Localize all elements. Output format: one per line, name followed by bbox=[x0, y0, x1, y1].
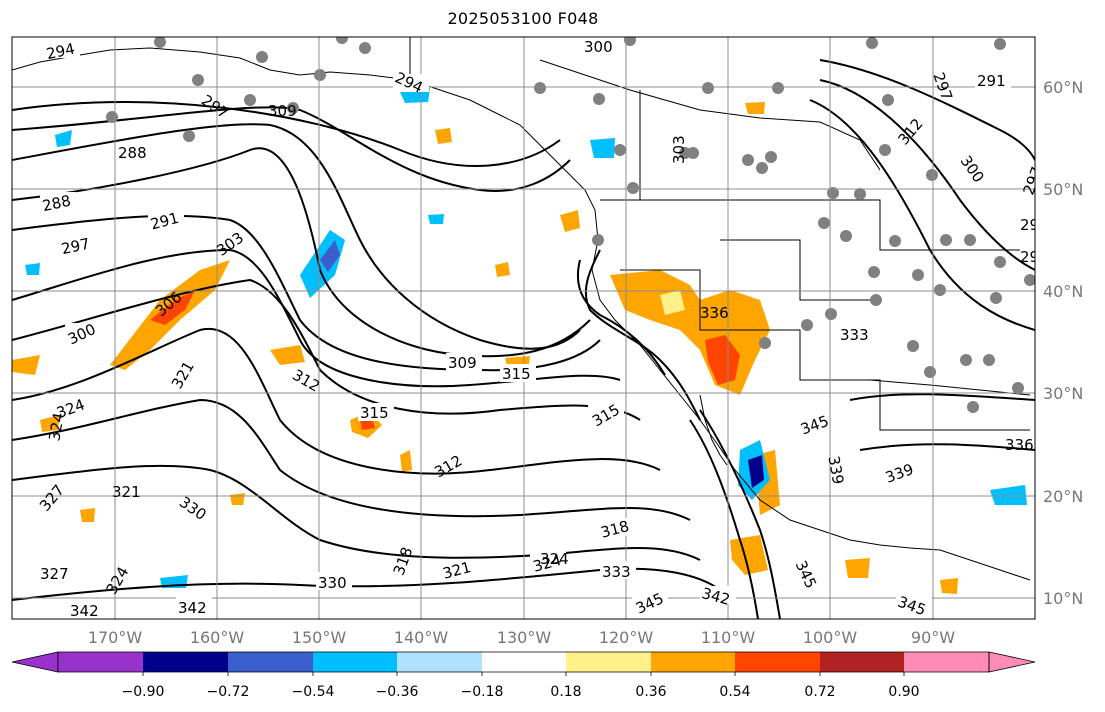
shading-patch-blue bbox=[428, 214, 444, 224]
shading-layer bbox=[12, 88, 1027, 594]
colorbar-segment bbox=[143, 652, 228, 672]
shading-patch-navy bbox=[748, 455, 764, 488]
contour-label: 336 bbox=[700, 304, 729, 322]
contour-label: 315 bbox=[502, 365, 531, 383]
lon-label-170w: 170°W bbox=[88, 628, 143, 647]
contour-label: 288 bbox=[118, 144, 147, 162]
shading-patch-orange bbox=[940, 578, 958, 594]
colorbar-segment bbox=[566, 652, 651, 672]
shading-patch-blue bbox=[990, 485, 1027, 505]
lon-label-150w: 150°W bbox=[292, 628, 347, 647]
contour-label: 333 bbox=[602, 563, 631, 581]
shading-patch-blue bbox=[25, 263, 40, 275]
lon-label-110w: 110°W bbox=[701, 628, 756, 647]
lat-label-10n: 10°N bbox=[1043, 589, 1083, 608]
colorbar-segment bbox=[820, 652, 904, 672]
longitude-axis: 170°W 160°W 150°W 140°W 130°W 120°W 110°… bbox=[88, 628, 955, 647]
shading-patch-blue bbox=[590, 138, 615, 158]
shading-patch-orange bbox=[845, 558, 870, 578]
colorbar-segment bbox=[651, 652, 735, 672]
shading-patch-darkblue bbox=[320, 240, 340, 272]
colorbar-segment bbox=[313, 652, 397, 672]
colorbar-tick-label: −0.36 bbox=[376, 684, 419, 700]
coastlines bbox=[12, 37, 1031, 581]
contour-label: 342 bbox=[70, 602, 99, 620]
contour-label: 288 bbox=[41, 192, 73, 216]
lon-label-120w: 120°W bbox=[599, 628, 654, 647]
shading-patch-orange bbox=[40, 415, 60, 432]
colorbar-extend-high bbox=[988, 651, 1036, 673]
colorbar-tick-label: 0.90 bbox=[888, 684, 919, 700]
contour-label: 330 bbox=[318, 574, 347, 592]
lat-label-40n: 40°N bbox=[1043, 282, 1083, 301]
map-title: 2025053100 F048 bbox=[447, 9, 599, 28]
shading-patch-orange bbox=[730, 535, 768, 575]
contour-label: 327 bbox=[40, 565, 69, 583]
lat-label-60n: 60°N bbox=[1043, 78, 1083, 97]
lat-label-50n: 50°N bbox=[1043, 180, 1083, 199]
station-dots bbox=[106, 37, 1035, 413]
contour-lines bbox=[12, 59, 1035, 619]
colorbar-segment bbox=[397, 652, 482, 672]
contour-label: 291 bbox=[1020, 216, 1049, 234]
colorbar: −0.90 −0.72 −0.54 −0.36 −0.18 0.18 0.36 … bbox=[11, 651, 1036, 700]
lat-label-30n: 30°N bbox=[1043, 384, 1083, 403]
lon-label-130w: 130°W bbox=[497, 628, 552, 647]
contour-label: 300 bbox=[584, 38, 613, 56]
latitude-axis: 60°N 50°N 40°N 30°N 20°N 10°N bbox=[1043, 78, 1083, 608]
contour-label: 324 bbox=[540, 550, 569, 568]
contour-label: 309 bbox=[448, 354, 477, 372]
colorbar-tick-label: −0.90 bbox=[122, 684, 165, 700]
shading-patch-orange bbox=[745, 102, 765, 114]
shading-patch-orange bbox=[80, 508, 95, 522]
colorbar-tick-label: 0.72 bbox=[804, 684, 835, 700]
shading-patch-blue bbox=[55, 130, 72, 147]
contour-label: 315 bbox=[360, 404, 389, 422]
shading-patch-orange bbox=[230, 493, 245, 505]
shading-patch-red bbox=[150, 290, 195, 325]
shading-patch-orange bbox=[270, 345, 305, 365]
shading-patch-orange bbox=[495, 262, 510, 277]
colorbar-extend-low bbox=[11, 651, 59, 673]
contour-label: 333 bbox=[840, 326, 869, 344]
colorbar-segment bbox=[482, 652, 566, 672]
colorbar-tick-label: −0.72 bbox=[207, 684, 250, 700]
contour-label: 342 bbox=[178, 599, 207, 617]
shading-patch-red bbox=[705, 335, 740, 385]
contour-label: 309 bbox=[268, 102, 297, 120]
colorbar-segment bbox=[904, 652, 989, 672]
colorbar-tick-label: 0.36 bbox=[635, 684, 666, 700]
lon-label-90w: 90°W bbox=[911, 628, 955, 647]
lon-label-140w: 140°W bbox=[394, 628, 449, 647]
lon-label-100w: 100°W bbox=[803, 628, 858, 647]
colorbar-tick-label: 0.18 bbox=[550, 684, 581, 700]
contour-label: 339 bbox=[824, 454, 847, 485]
colorbar-tick-label: −0.54 bbox=[292, 684, 335, 700]
lon-label-160w: 160°W bbox=[190, 628, 245, 647]
contour-label: 324 bbox=[45, 411, 68, 442]
colorbar-tick-label: 0.54 bbox=[719, 684, 750, 700]
shading-patch-orange bbox=[560, 210, 580, 232]
contour-label: 336 bbox=[1005, 436, 1034, 454]
colorbar-tick-label: −0.18 bbox=[461, 684, 504, 700]
contour-label: 291 bbox=[977, 72, 1006, 90]
colorbar-segment bbox=[58, 652, 143, 672]
grid-lines bbox=[12, 37, 1035, 619]
map-border bbox=[11, 36, 1036, 620]
contour-label: 291 bbox=[1020, 248, 1049, 266]
contour-label: 294 bbox=[45, 40, 77, 64]
shading-patch-orange bbox=[435, 128, 452, 144]
contour-label: 303 bbox=[670, 135, 688, 164]
colorbar-segment bbox=[228, 652, 313, 672]
contour-label: 321 bbox=[112, 483, 141, 501]
shading-patch-orange bbox=[400, 450, 412, 472]
lat-label-20n: 20°N bbox=[1043, 487, 1083, 506]
colorbar-segment bbox=[735, 652, 820, 672]
shading-patch-orange bbox=[12, 355, 40, 375]
contour-label: 297 bbox=[60, 235, 92, 259]
shading-patch-yellow bbox=[660, 290, 685, 315]
